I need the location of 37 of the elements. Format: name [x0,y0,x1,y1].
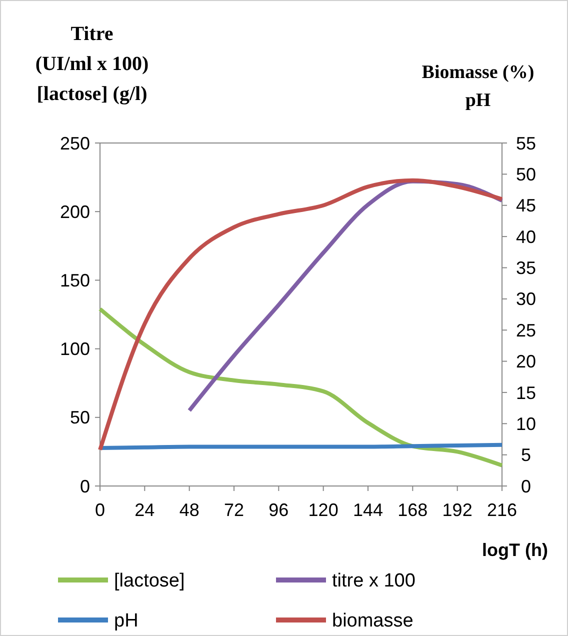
y2-tick-label: 55 [516,133,536,154]
y-tick-label: 50 [70,408,90,428]
y2-tick-label: 20 [516,352,536,372]
y-tick-label: 0 [80,476,90,496]
legend-label: pH [114,610,138,632]
y2-tick-label: 50 [516,164,536,184]
y2-axis-title: Biomasse (%) pH [422,62,534,111]
y2-tick-label: 10 [516,414,536,434]
line-series [98,178,504,452]
y-tick-label: 200 [60,202,90,222]
y2-tick-label: 35 [516,258,536,278]
x-tick-label: 48 [179,500,200,520]
x-tick-label: 144 [352,500,384,520]
x-tick-label: 72 [224,500,244,520]
y-tick-label: 150 [60,270,90,290]
y2-tick-label: 45 [516,196,536,216]
y-axis-title: Titre (UI/ml x 100) [lactose] (g/l) [35,23,149,105]
legend-label: [lactose] [114,570,185,592]
legend-label: titre x 100 [332,570,416,592]
x-tick-label: 168 [398,500,428,520]
y2-tick-label: 15 [516,382,536,403]
y2-tick-label: 30 [516,289,536,310]
x-tick-label: 216 [486,500,518,520]
y2-tick-label: 5 [520,445,532,466]
y2-tick-label: 0 [520,476,532,496]
x-tick-label: 192 [442,500,472,520]
y2-tick-label: 40 [516,226,536,247]
x-tick-label: 24 [134,500,155,520]
x-tick-label: 120 [308,500,338,520]
y-tick-label: 100 [60,339,90,360]
legend-label: biomasse [332,610,414,632]
x-tick-label: 0 [94,500,106,520]
y-tick-label: 250 [60,133,90,154]
line-series [98,307,504,468]
x-tick-label: 96 [268,500,289,520]
x-axis-title: logT (h) [482,540,548,560]
y2-tick-label: 25 [516,320,536,340]
